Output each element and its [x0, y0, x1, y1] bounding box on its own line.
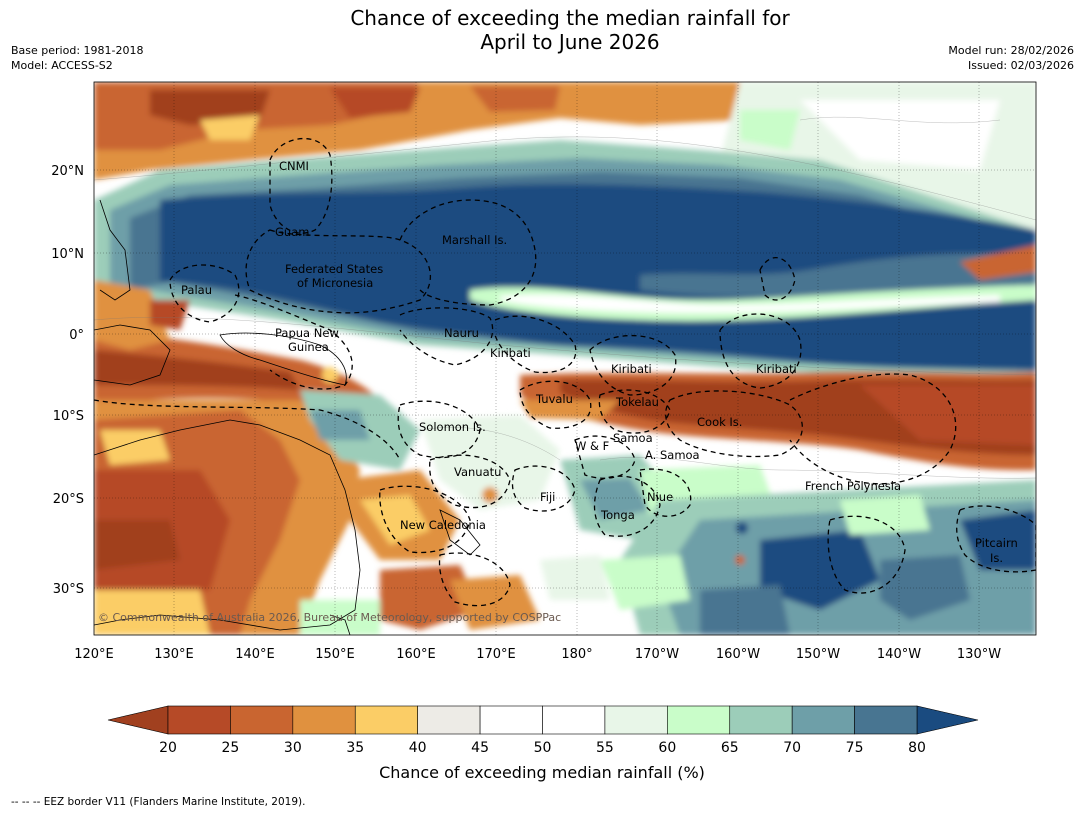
colorbar-tick-label: 80 — [908, 740, 926, 756]
colorbar-segment — [604, 705, 668, 735]
title-line-1: Chance of exceeding the median rainfall … — [350, 6, 790, 30]
region-label-french-polynesia: French Polynesia — [805, 479, 901, 493]
region-label-fsm-line2: of Micronesia — [297, 276, 373, 290]
colorbar-tick-label: 45 — [471, 740, 489, 756]
lon-label-120e: 120°E — [74, 647, 114, 662]
region-label-fsm-line1: Federated States — [285, 262, 383, 276]
region-label-tokelau: Tokelau — [615, 395, 659, 409]
region-label-american-samoa: A. Samoa — [645, 448, 700, 462]
lat-label-10s: 10°S — [53, 409, 84, 424]
lon-label-140e: 140°E — [235, 647, 275, 662]
region-label-cnmi: CNMI — [279, 159, 309, 173]
issued-date: Issued: 02/03/2026 — [967, 59, 1074, 72]
colorbar-title: Chance of exceeding median rainfall (%) — [379, 763, 705, 782]
region-label-pitcairn-line1: Pitcairn — [975, 536, 1018, 550]
region-label-samoa: Samoa — [613, 431, 653, 445]
lon-label-160e: 160°E — [396, 647, 436, 662]
colorbar-tick-label: 25 — [222, 740, 240, 756]
colorbar-tick-label: 75 — [846, 740, 864, 756]
region-label-nauru: Nauru — [444, 326, 479, 340]
colorbar-segment — [230, 705, 294, 735]
colorbar-segment — [542, 705, 606, 735]
lat-label-10n: 10°N — [51, 247, 84, 262]
colorbar-tick-label: 35 — [346, 740, 364, 756]
colorbar-segment — [354, 705, 418, 735]
colorbar-tick-label: 60 — [658, 740, 676, 756]
lon-label-150e: 150°E — [315, 647, 355, 662]
lat-label-20n: 20°N — [51, 164, 84, 179]
lon-label-130e: 130°E — [154, 647, 194, 662]
longitude-labels: 120°E 130°E 140°E 150°E 160°E 170°E 180°… — [74, 647, 1001, 662]
region-label-palau: Palau — [181, 283, 212, 297]
region-label-kiribati-west: Kiribati — [490, 346, 531, 360]
lon-label-140w: 140°W — [877, 647, 921, 662]
region-label-png-line1: Papua New — [275, 326, 339, 340]
region-label-pitcairn-line2: Is. — [990, 551, 1003, 565]
colorbar-high-extension — [916, 705, 979, 735]
colorbar-segment — [791, 705, 855, 735]
region-labels: CNMI Guam Marshall Is. Federated States … — [181, 159, 1018, 565]
map-title: Chance of exceeding the median rainfall … — [0, 6, 1085, 54]
colorbar-segment — [417, 705, 481, 735]
region-label-niue: Niue — [647, 490, 673, 504]
region-label-solomon-islands: Solomon Is. — [419, 420, 486, 434]
colorbar: 20 25 30 35 40 45 50 55 60 65 70 75 80 Chance of exc… — [107, 705, 979, 782]
colorbar-segment — [729, 705, 793, 735]
lat-label-0: 0° — [69, 328, 84, 343]
region-label-fiji: Fiji — [540, 490, 555, 504]
region-label-wallis-futuna: W & F — [575, 439, 609, 453]
region-label-png-line2: Guinea — [288, 340, 329, 354]
rainfall-probability-field — [94, 82, 1036, 635]
lon-label-160w: 160°W — [716, 647, 760, 662]
colorbar-segment — [667, 705, 731, 735]
region-label-kiribati-east: Kiribati — [756, 362, 797, 376]
colorbar-tick-label: 65 — [721, 740, 739, 756]
colorbar-segment — [167, 705, 231, 735]
colorbar-tick-label: 55 — [596, 740, 614, 756]
colorbar-segment — [479, 705, 543, 735]
lat-label-30s: 30°S — [53, 582, 84, 597]
colorbar-segment — [854, 705, 918, 735]
eez-borders — [94, 138, 1036, 607]
region-label-new-caledonia: New Caledonia — [400, 518, 486, 532]
copyright-notice: © Commonwealth of Australia 2026, Bureau… — [98, 611, 561, 624]
colorbar-tick-label: 50 — [534, 740, 552, 756]
lat-label-20s: 20°S — [53, 492, 84, 507]
base-period: Base period: 1981-2018 — [11, 44, 144, 57]
lon-label-150w: 150°W — [796, 647, 840, 662]
colorbar-tick-label: 40 — [409, 740, 427, 756]
lon-label-170w: 170°W — [635, 647, 679, 662]
region-label-tuvalu: Tuvalu — [535, 392, 573, 406]
lon-label-170e: 170°E — [476, 647, 516, 662]
model-name: Model: ACCESS-S2 — [11, 59, 113, 72]
map-frame — [93, 81, 1037, 636]
lon-label-130w: 130°W — [957, 647, 1001, 662]
region-label-tonga: Tonga — [600, 508, 635, 522]
region-label-vanuatu: Vanuatu — [454, 465, 501, 479]
eez-footnote: -- -- -- EEZ border V11 (Flanders Marine… — [11, 796, 306, 808]
region-label-cook-islands: Cook Is. — [697, 415, 742, 429]
graticule — [94, 82, 1036, 635]
meta-left: Base period: 1981-2018 Model: ACCESS-S2 — [11, 43, 143, 73]
title-line-2: April to June 2026 — [480, 30, 660, 54]
region-label-marshall-islands: Marshall Is. — [442, 233, 507, 247]
colorbar-tick-label: 20 — [159, 740, 177, 756]
model-run: Model run: 28/02/2026 — [948, 44, 1074, 57]
coastlines — [94, 199, 481, 635]
meta-right: Model run: 28/02/2026 Issued: 02/03/2026 — [948, 43, 1074, 73]
colorbar-low-extension — [107, 705, 169, 735]
region-label-kiribati-central: Kiribati — [611, 362, 652, 376]
colorbar-tick-label: 70 — [783, 740, 801, 756]
colorbar-segment — [292, 705, 356, 735]
region-label-guam: Guam — [275, 225, 309, 239]
latitude-labels: 20°N 10°N 0° 10°S 20°S 30°S — [51, 164, 84, 597]
colorbar-tick-label: 30 — [284, 740, 302, 756]
lon-label-180: 180° — [561, 647, 592, 662]
